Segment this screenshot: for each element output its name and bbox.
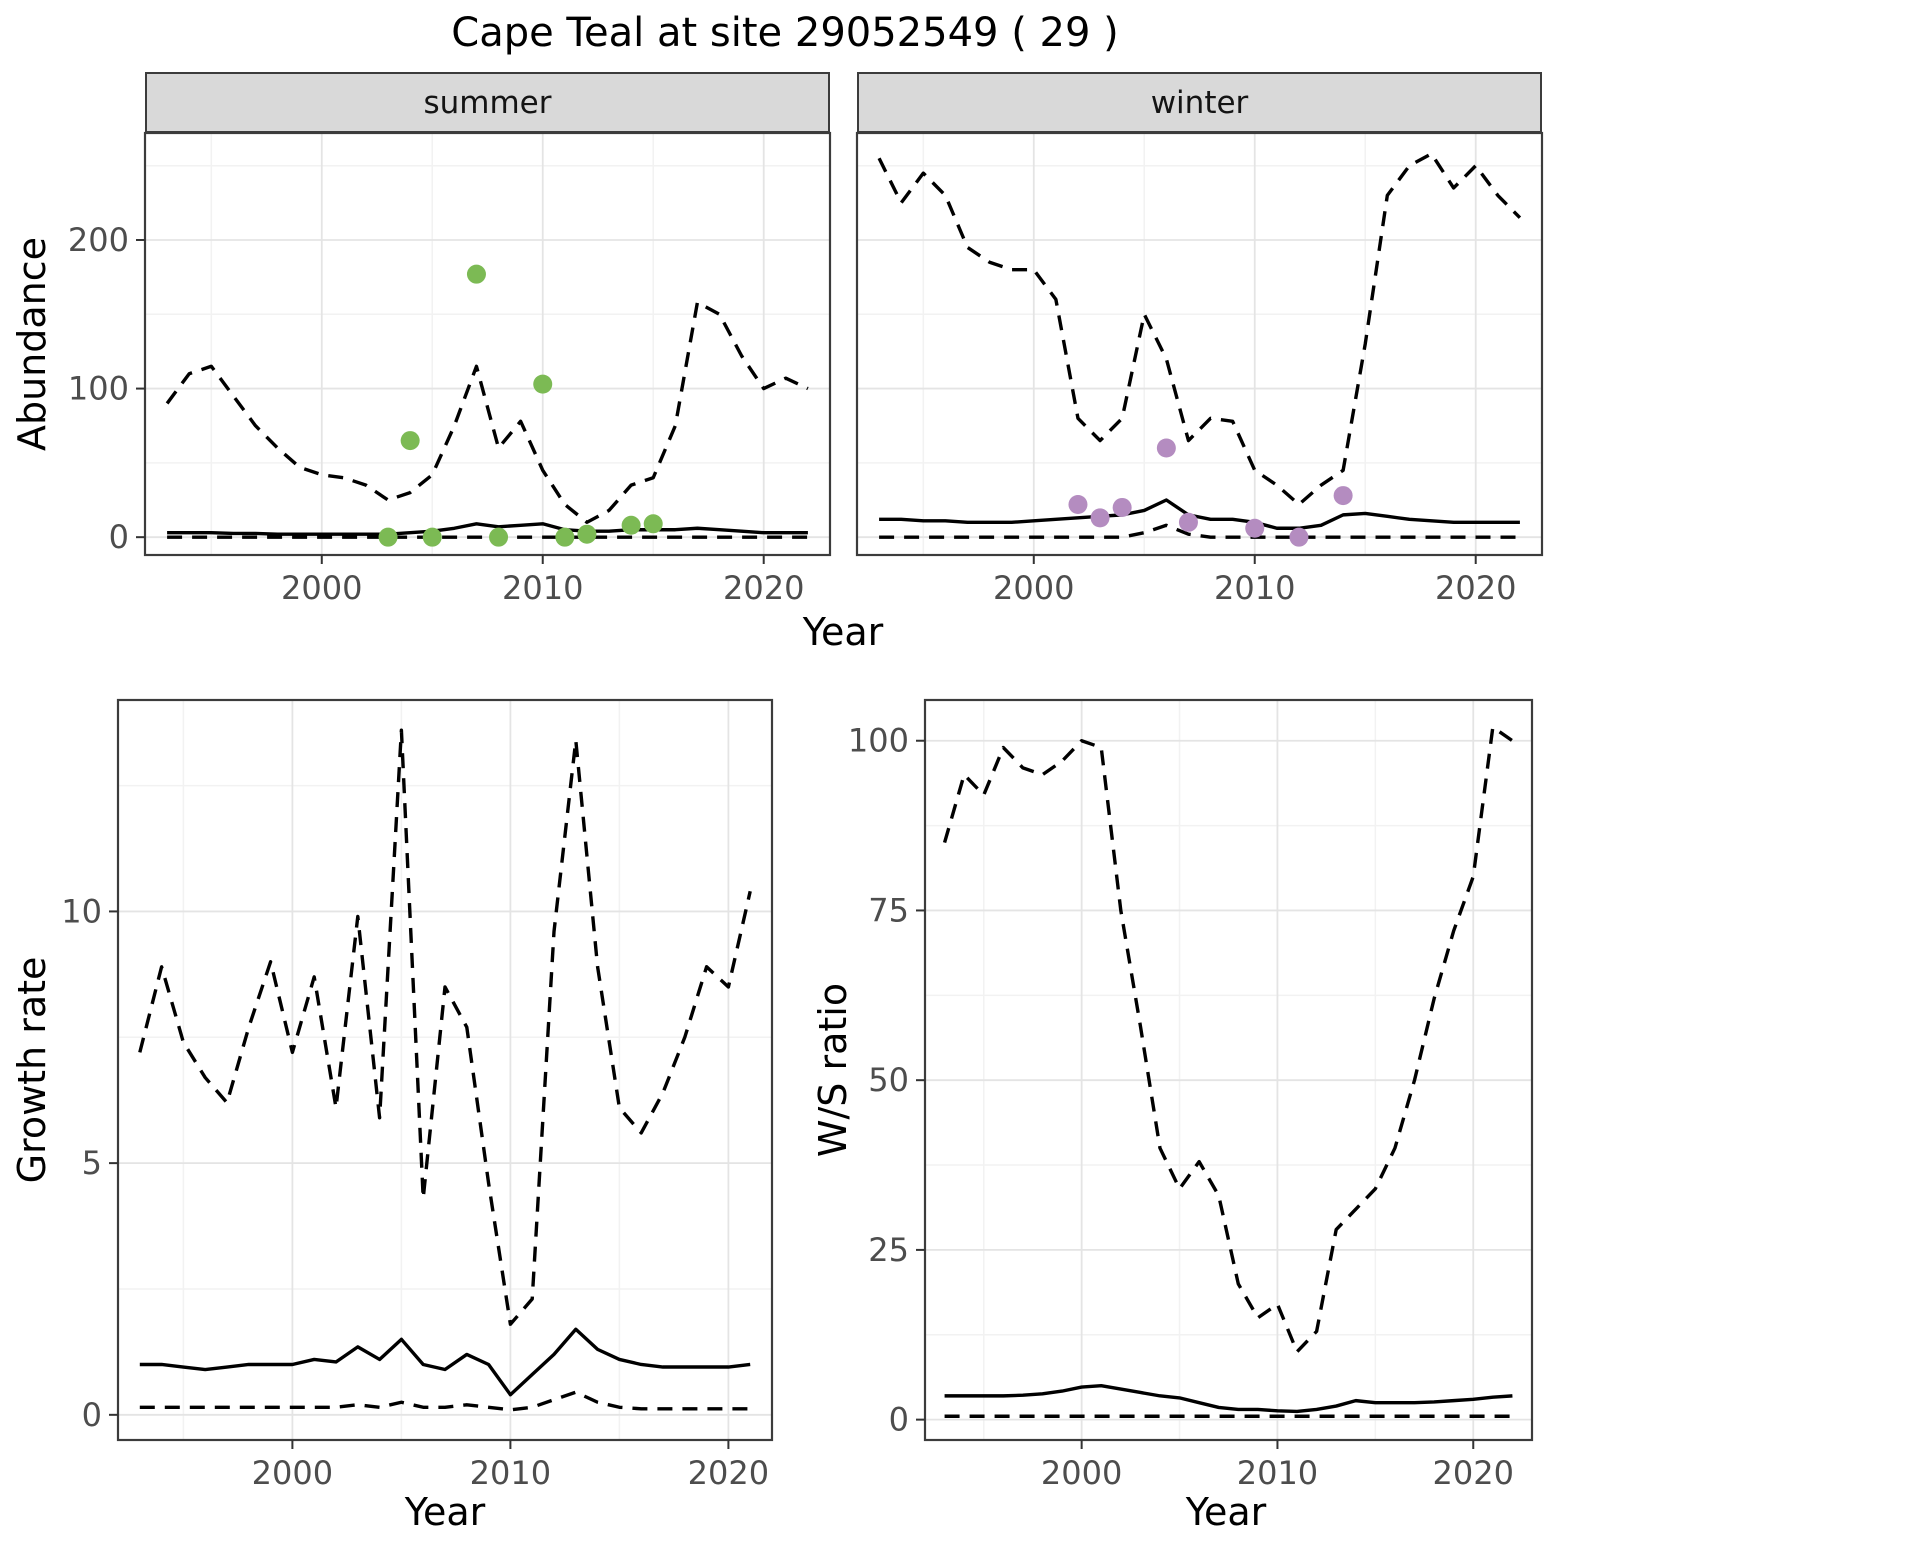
ws-ratio-axis-title: W/S ratio [811, 982, 855, 1158]
panel-border [855, 131, 1544, 557]
x-tick-label: 2020 [688, 1454, 769, 1492]
panel-background [145, 133, 830, 555]
panel-background [857, 133, 1542, 555]
x-tick-label: 2020 [1435, 569, 1516, 607]
panel-border [923, 698, 1534, 1442]
median-line [139, 1327, 751, 1397]
growth-rate-axis-title: Growth rate [10, 956, 54, 1184]
winter-observations-point [1333, 486, 1353, 506]
y-tick-label: 100 [68, 370, 129, 408]
median-line [167, 522, 808, 536]
summer-observations-point [643, 514, 663, 534]
ws-ratio-chart: 2000 2010 2020 0 25 50 75 100 [848, 698, 1534, 1492]
growth-rate-chart: 2000 2010 2020 0 5 10 [61, 698, 774, 1492]
x-tick-label: 2010 [1237, 1454, 1318, 1492]
summer-observations-point [422, 527, 442, 547]
summer-observations-point [577, 524, 597, 544]
upper-ci-line [165, 300, 809, 525]
summer-observations-point [621, 515, 641, 535]
y-tick-label: 75 [868, 891, 909, 929]
facet-strip-summer: summer [145, 72, 830, 133]
year-axis-title-top: Year [802, 610, 884, 654]
abundance-summer-chart: 2000 2010 2020 0 100 200 [68, 131, 832, 607]
lower-ci-line [139, 1390, 751, 1412]
winter-observations-point [1178, 512, 1198, 532]
y-tick-label: 10 [61, 892, 102, 930]
winter-observations-point [1090, 508, 1110, 528]
y-tick-label: 0 [82, 1396, 102, 1434]
y-tick-label: 0 [889, 1401, 909, 1439]
year-axis-title-bottom-right: Year [1185, 1490, 1267, 1534]
y-tick-label: 25 [868, 1231, 909, 1269]
facet-label-summer: summer [423, 84, 552, 121]
panel-background [925, 700, 1532, 1440]
winter-observations-point [1289, 527, 1309, 547]
year-axis-title-bottom-left: Year [404, 1490, 486, 1534]
x-tick-label: 2010 [470, 1454, 551, 1492]
y-tick-label: 50 [868, 1061, 909, 1099]
winter-observations-point [1245, 518, 1265, 538]
winter-observations-point [1156, 438, 1176, 458]
winter-observations-point [1112, 497, 1132, 517]
median-line [944, 1383, 1513, 1414]
x-tick-label: 2000 [281, 569, 362, 607]
summer-observations-point [378, 527, 398, 547]
abundance-axis-title: Abundance [10, 236, 54, 452]
winter-observations-point [1068, 494, 1088, 514]
figure-title: Cape Teal at site 29052549 ( 29 ) [451, 10, 1119, 56]
panel-border [143, 131, 832, 557]
x-tick-label: 2010 [502, 569, 583, 607]
panel-background [118, 700, 772, 1440]
y-tick-label: 200 [68, 221, 129, 259]
summer-observations-point [555, 527, 575, 547]
panel-border [116, 698, 774, 1442]
facet-label-winter: winter [1150, 84, 1249, 121]
x-tick-label: 2000 [1041, 1454, 1122, 1492]
lower-ci-line [879, 523, 1520, 539]
x-tick-label: 2010 [1214, 569, 1295, 607]
x-tick-label: 2000 [252, 1454, 333, 1492]
upper-ci-line [138, 728, 752, 1326]
y-tick-label: 100 [848, 722, 909, 760]
x-tick-label: 2000 [993, 569, 1074, 607]
y-tick-label: 0 [109, 518, 129, 556]
abundance-winter-chart: 2000 2010 2020 [855, 131, 1544, 607]
summer-observations-point [400, 431, 420, 451]
y-tick-label: 5 [82, 1144, 102, 1182]
facet-strip-winter: winter [857, 72, 1542, 133]
x-tick-label: 2020 [723, 569, 804, 607]
summer-observations-point [533, 374, 553, 394]
x-tick-label: 2020 [1433, 1454, 1514, 1492]
summer-observations-point [466, 264, 486, 284]
median-line [879, 498, 1520, 530]
summer-observations-point [489, 527, 509, 547]
